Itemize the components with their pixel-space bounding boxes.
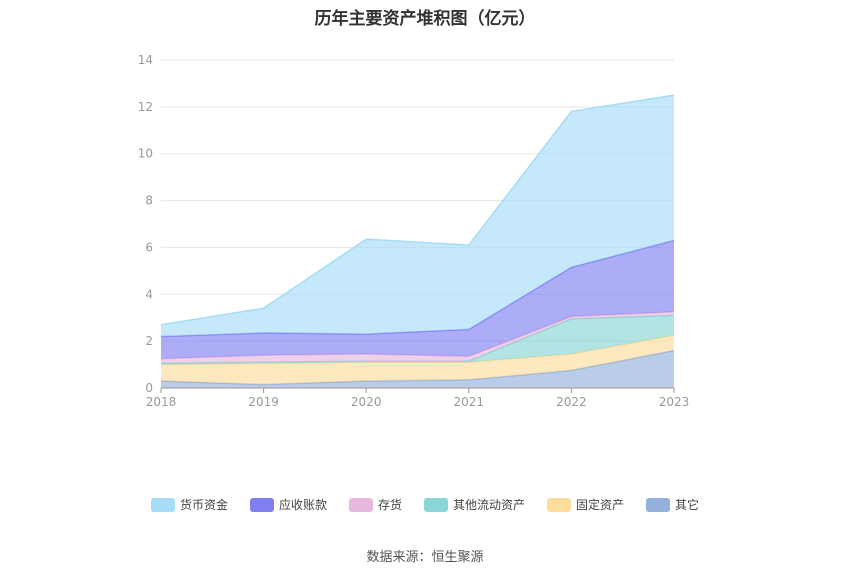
chart-title: 历年主要资产堆积图（亿元） xyxy=(314,9,536,29)
y-tick-label: 12 xyxy=(138,100,153,114)
legend-label: 应收账款 xyxy=(278,498,327,512)
legend-item[interactable]: 货币资金 xyxy=(150,496,228,513)
area-series-line-5 xyxy=(160,94,675,326)
x-tick-label: 2022 xyxy=(556,395,587,409)
y-tick-label: 2 xyxy=(145,334,153,348)
legend-label: 固定资产 xyxy=(576,498,625,512)
legend-swatch xyxy=(150,497,175,512)
legend-label: 货币资金 xyxy=(179,498,228,512)
y-tick-label: 8 xyxy=(145,194,153,208)
legend: 货币资金 应收账款 存货 其他流动资产 固定资产 其它 xyxy=(0,496,850,513)
area-series-0 xyxy=(161,350,674,388)
x-tick-label: 2019 xyxy=(248,395,279,409)
y-tick-label: 4 xyxy=(145,287,153,301)
legend-swatch xyxy=(424,497,448,512)
area-series-3 xyxy=(161,311,674,364)
legend-item[interactable]: 应收账款 xyxy=(249,496,327,513)
legend-swatch xyxy=(249,497,274,512)
legend-item[interactable]: 其他流动资产 xyxy=(424,496,525,513)
x-tick-label: 2023 xyxy=(659,395,690,409)
area-series-4 xyxy=(161,240,674,359)
legend-label: 其它 xyxy=(675,498,700,512)
x-tick-label: 2020 xyxy=(351,395,382,409)
y-tick-label: 6 xyxy=(145,240,153,254)
legend-item[interactable]: 其它 xyxy=(646,496,699,513)
x-tick-label: 2021 xyxy=(454,395,485,409)
y-tick-label: 10 xyxy=(138,147,153,161)
area-series-2 xyxy=(161,315,674,365)
legend-swatch xyxy=(348,497,373,512)
y-tick-label: 0 xyxy=(145,381,153,395)
legend-swatch xyxy=(547,497,572,512)
legend-item[interactable]: 存货 xyxy=(348,496,402,513)
axes: 0 2 4 6 8 10 12 14 2018 2019 2020 2021 2022 2023 xyxy=(138,53,690,409)
y-tick-label: 14 xyxy=(138,53,153,67)
legend-label: 其他流动资产 xyxy=(453,498,526,512)
legend-swatch xyxy=(646,497,671,512)
legend-item[interactable]: 固定资产 xyxy=(547,496,624,513)
x-tick-label: 2018 xyxy=(146,395,177,409)
stacked-area-chart: 0 2 4 6 8 10 12 14 2018 2019 2020 2021 2022 2023 xyxy=(138,53,690,409)
area-series-5 xyxy=(161,95,674,337)
source-text: 数据来源：恒生聚源 xyxy=(366,550,484,565)
legend-label: 存货 xyxy=(377,498,402,512)
area-series-1 xyxy=(161,335,674,385)
area-layers xyxy=(160,94,675,388)
